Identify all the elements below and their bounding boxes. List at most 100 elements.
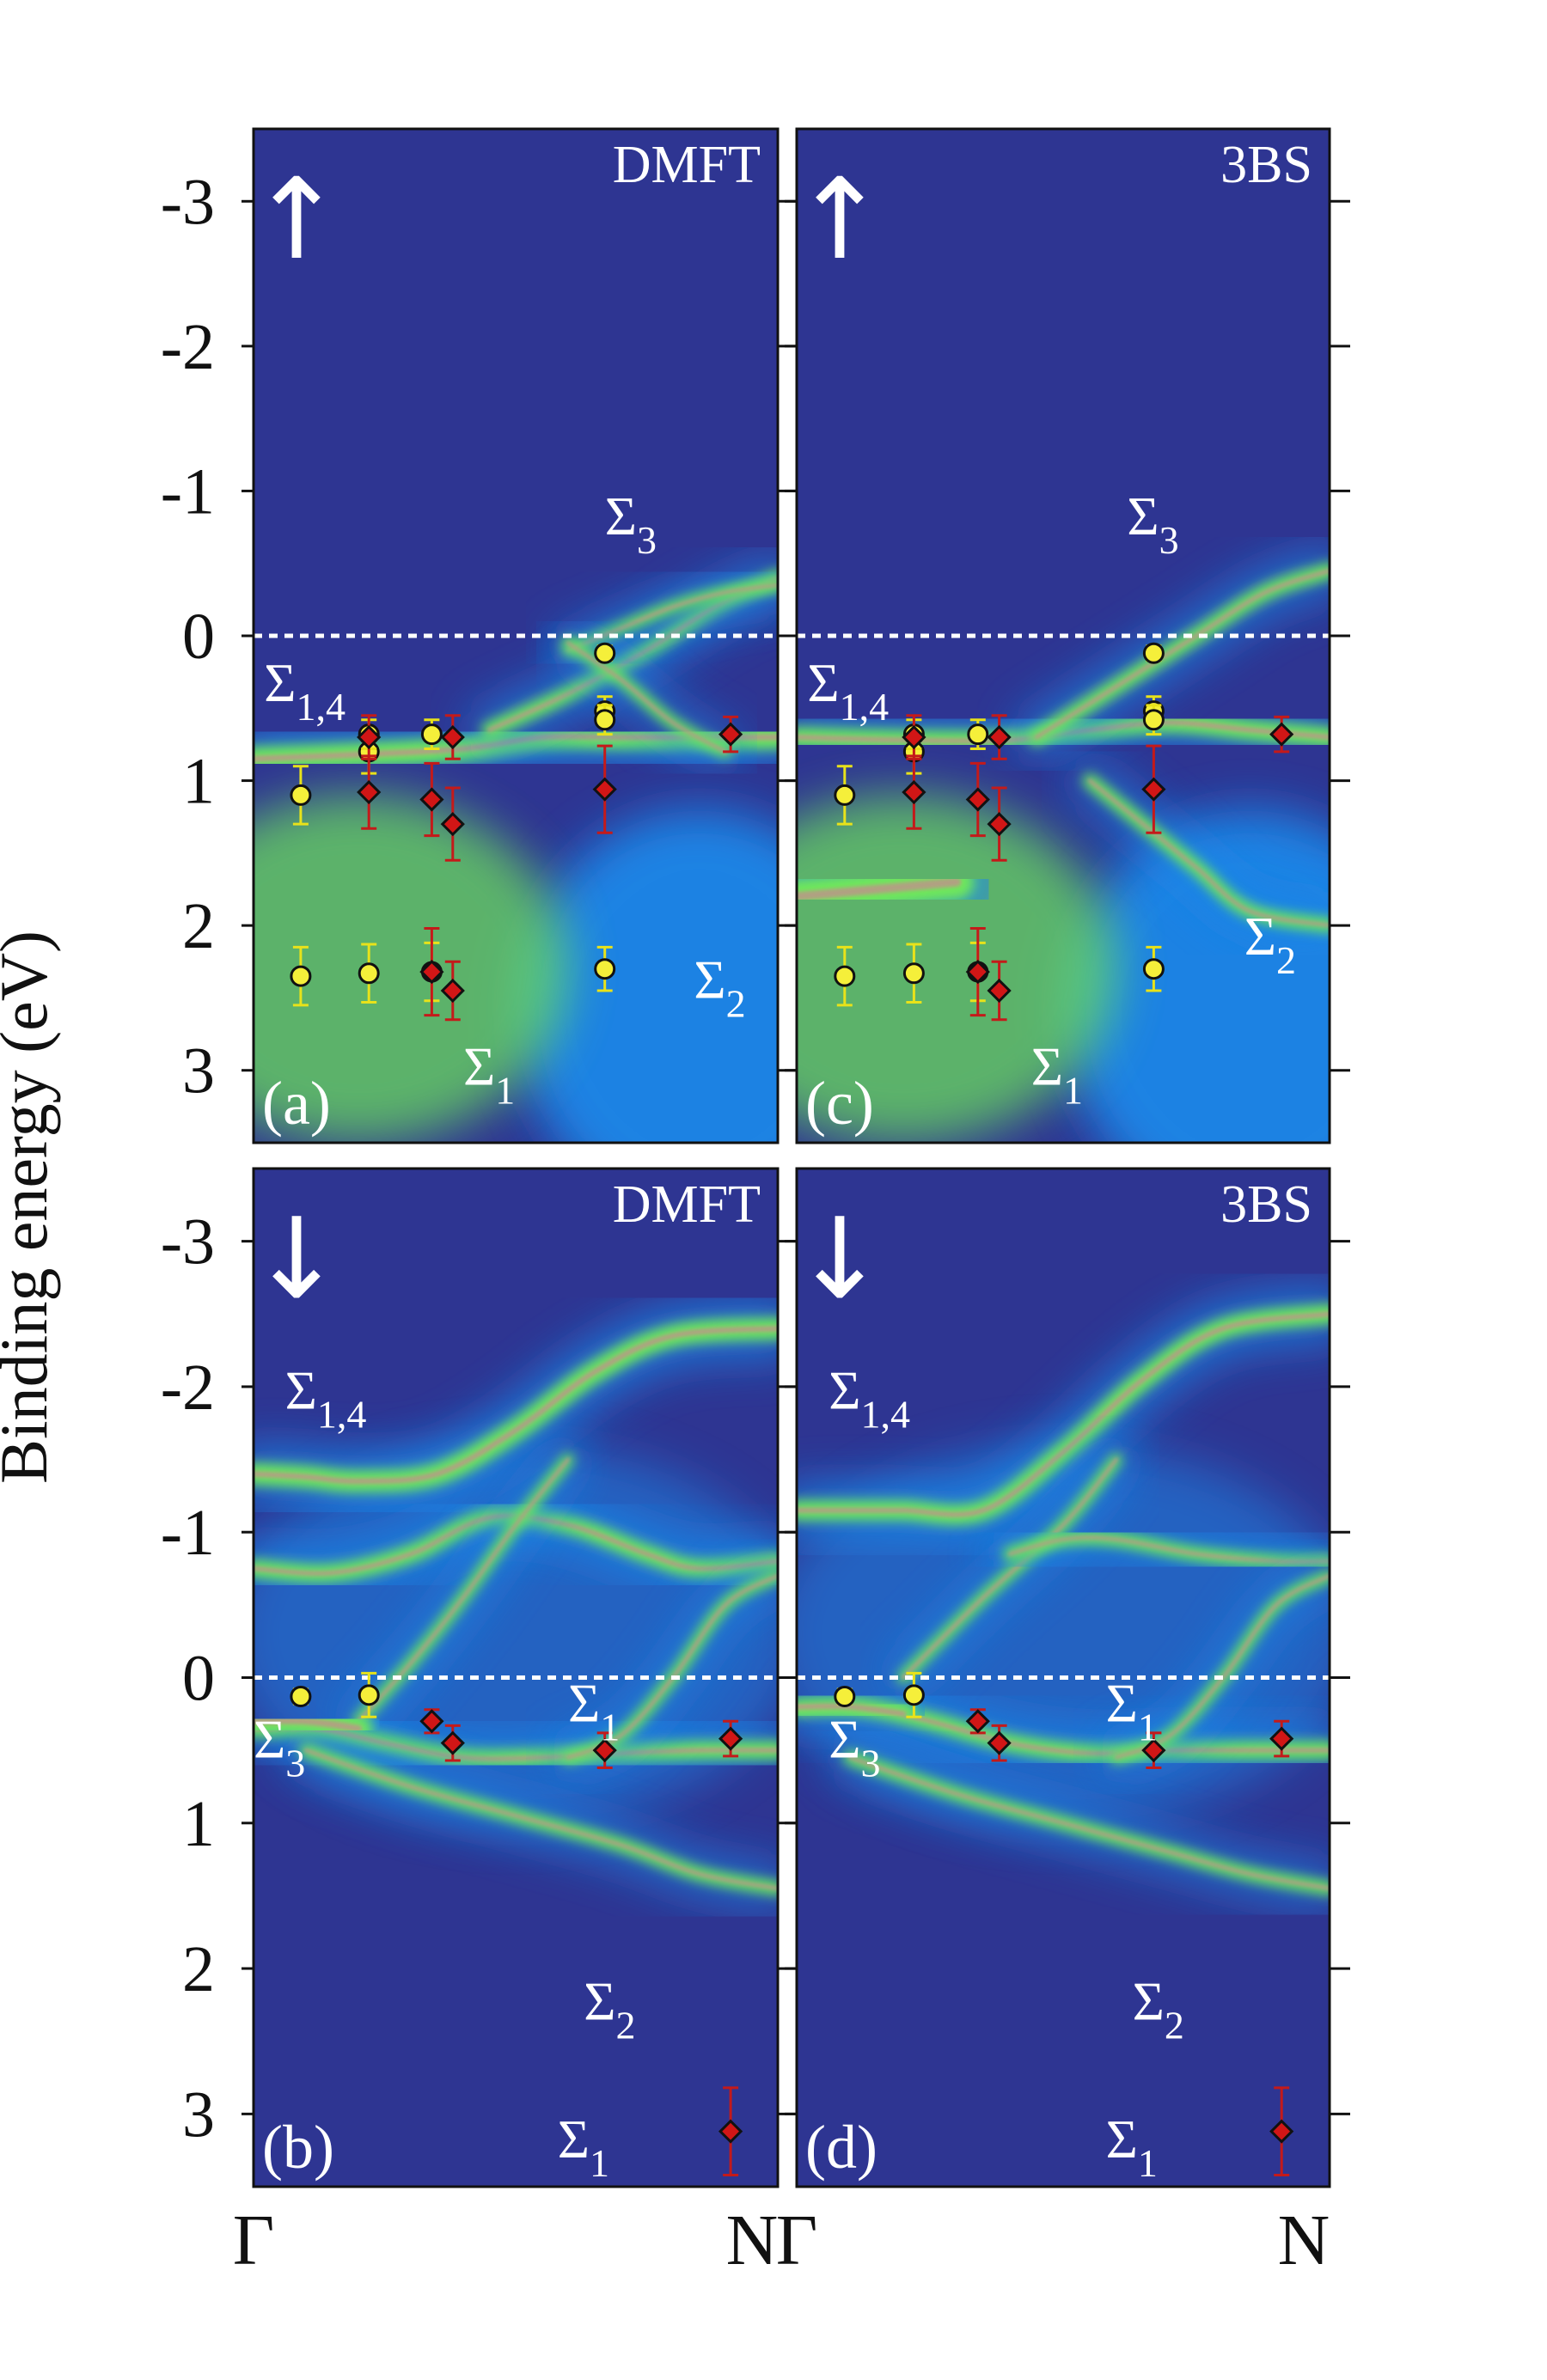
circle-point xyxy=(967,723,989,746)
y-tick-label: 2 xyxy=(182,890,215,962)
band-core xyxy=(357,1457,570,1724)
y-tick-label: 0 xyxy=(182,601,215,673)
data-markers xyxy=(290,642,743,1022)
diamond-point xyxy=(902,779,926,805)
background-glow xyxy=(1063,809,1330,1143)
band-core xyxy=(847,1755,1330,1891)
panel-label: (a) xyxy=(262,1069,331,1138)
y-tick-label: -3 xyxy=(161,1206,215,1278)
circle-point xyxy=(1142,709,1165,731)
diamond-point xyxy=(1141,777,1166,802)
band-core xyxy=(254,1717,363,1732)
band-label: Σ1,4 xyxy=(285,1359,367,1436)
circle-point xyxy=(834,1686,856,1708)
intensity-map xyxy=(254,1303,778,1905)
y-tick-label: -2 xyxy=(161,1352,215,1424)
band-label: Σ1 xyxy=(568,1672,620,1748)
band-label: Σ1 xyxy=(1106,1672,1158,1748)
y-tick-label: -3 xyxy=(161,166,215,238)
y-tick-label: 3 xyxy=(182,2078,215,2151)
y-tick-label: 1 xyxy=(182,1788,215,1860)
circle-point xyxy=(594,709,616,731)
diamond-point xyxy=(357,779,382,805)
panel-c: Σ1,4 Σ3 Σ1 Σ2 3BS (c) ↑ xyxy=(785,127,1350,1144)
band-label: Σ1 xyxy=(1106,2108,1158,2185)
x-tick-label-gamma: Γ xyxy=(233,2200,275,2280)
band-core xyxy=(1087,778,1330,928)
band-core xyxy=(1007,1535,1330,1564)
band-core xyxy=(797,877,962,901)
diamond-point xyxy=(1269,722,1294,747)
band-label: Σ1,4 xyxy=(264,652,345,729)
diamond-point xyxy=(440,1730,465,1755)
panel-title: 3BS xyxy=(1220,1175,1312,1234)
spin-arrow: ↑ xyxy=(793,154,887,284)
diamond-point xyxy=(440,724,465,750)
band-core xyxy=(797,1703,907,1718)
band-core xyxy=(303,1748,778,1891)
diamond-point xyxy=(987,978,1012,1004)
diamond-point xyxy=(987,724,1012,750)
circle-point xyxy=(594,958,616,980)
circle-point xyxy=(290,784,312,806)
spin-arrow: ↓ xyxy=(250,1193,344,1324)
circle-point xyxy=(834,965,856,987)
y-tick-label: -1 xyxy=(161,1497,215,1569)
band-label: Σ3 xyxy=(1127,485,1178,562)
diamond-point xyxy=(718,1726,743,1751)
band-label: Σ2 xyxy=(1244,906,1296,982)
diamond-point xyxy=(902,724,926,750)
band-core xyxy=(566,641,727,754)
panel-label: (c) xyxy=(805,1069,874,1138)
circle-point xyxy=(1142,958,1165,980)
diamond-point xyxy=(419,787,444,812)
y-tick-label: 3 xyxy=(182,1035,215,1108)
diamond-point xyxy=(965,959,990,985)
diamond-point xyxy=(419,959,444,985)
data-markers xyxy=(290,1671,743,2176)
band-core xyxy=(797,1311,1330,1517)
y-tick-label: -1 xyxy=(161,455,215,528)
diamond-point xyxy=(987,1730,1012,1755)
panel-title: DMFT xyxy=(613,136,761,194)
y-tick-label: 0 xyxy=(182,1643,215,1715)
panel-label: (d) xyxy=(805,2113,877,2182)
diamond-point xyxy=(718,722,743,747)
band-label: Σ3 xyxy=(254,1709,305,1785)
diamond-point xyxy=(440,812,465,837)
diamond-point xyxy=(1141,1738,1166,1763)
circle-point xyxy=(834,784,856,806)
band-label: Σ1 xyxy=(463,1036,515,1113)
x-tick-label-n: N xyxy=(1278,2200,1330,2280)
intensity-map xyxy=(797,552,1330,1143)
diamond-point xyxy=(592,1738,617,1763)
y-tick-label: -2 xyxy=(161,311,215,383)
panel-title: DMFT xyxy=(613,1175,761,1234)
panel-d: Σ1,4 Σ3 Σ1 Σ2 Σ1 3BS (d) ↓ Γ N xyxy=(776,1167,1350,2280)
circle-point xyxy=(902,1684,925,1706)
diamond-point xyxy=(419,1709,444,1734)
spin-arrow: ↑ xyxy=(250,154,344,284)
panel-label: (b) xyxy=(262,2113,334,2182)
background-glow xyxy=(254,795,568,1143)
band-label: Σ3 xyxy=(829,1709,880,1785)
circle-point xyxy=(902,962,925,985)
y-tick-label: 2 xyxy=(182,1933,215,2005)
band-label: Σ3 xyxy=(605,485,657,562)
diamond-point xyxy=(1269,1726,1294,1751)
diamond-point xyxy=(987,812,1012,837)
intensity-map xyxy=(797,1291,1330,1905)
x-tick-label-gamma: Γ xyxy=(776,2200,818,2280)
panel-title: 3BS xyxy=(1220,136,1312,194)
background-glow xyxy=(516,809,778,1143)
x-tick-label-n: N xyxy=(726,2200,779,2280)
band-label: Σ2 xyxy=(584,1970,635,2047)
data-markers xyxy=(834,1671,1294,2176)
diamond-point xyxy=(357,724,382,750)
diamond-point xyxy=(592,777,617,802)
panels: Σ1,4 Σ3 Σ1 Σ2 DMFT (a) ↑ -3 -2 -1 0 1 2 3 Σ1,4 Σ3 Σ1 Σ2 3B… xyxy=(161,127,1350,2280)
band-label: Σ1 xyxy=(558,2108,609,2185)
diamond-point xyxy=(718,2119,743,2144)
diamond-point xyxy=(1269,2119,1294,2144)
band-core xyxy=(254,1325,778,1485)
